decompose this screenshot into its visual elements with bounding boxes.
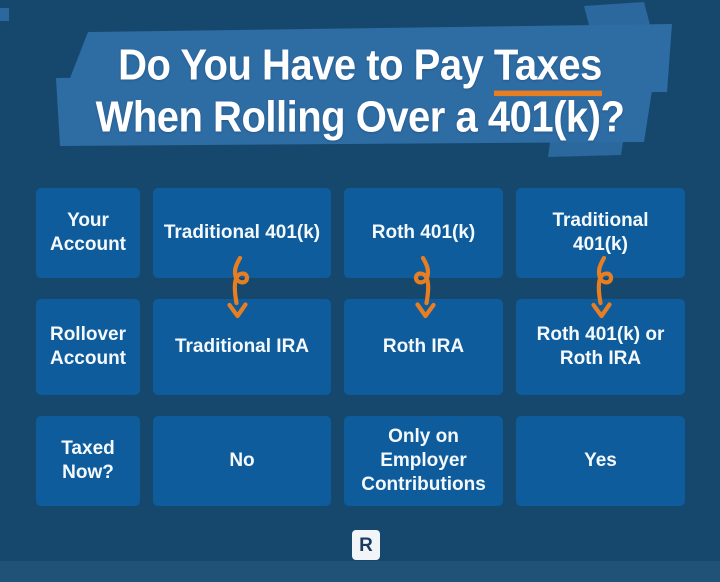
ramsey-logo-letter: R: [359, 534, 373, 556]
ramsey-logo: R: [352, 530, 380, 560]
brush-stroke: [56, 71, 655, 146]
cell-row2-col2: Traditional IRA: [153, 299, 331, 395]
title-line1-text: Do You Have to Pay: [118, 41, 494, 90]
title-line-2: When Rolling Over a 401(k)?: [95, 92, 625, 142]
bottom-light-strip: [0, 561, 720, 582]
paint-speck: [0, 8, 9, 21]
page-title: Do You Have to Pay Taxes When Rolling Ov…: [0, 40, 720, 143]
row-header-your-account: Your Account: [36, 188, 140, 278]
row-header-taxed-now: Taxed Now?: [36, 416, 140, 506]
curly-down-arrow-icon: [413, 256, 436, 319]
cell-row3-col4: Yes: [516, 416, 685, 506]
row-header-rollover-account: Rollover Account: [36, 299, 140, 395]
rollover-comparison-table: Your Account Traditional 401(k) Roth 401…: [36, 188, 685, 506]
curly-down-arrow-icon: [227, 256, 250, 319]
brush-highlight-background: [0, 2, 672, 157]
cell-row3-col2: No: [153, 416, 331, 506]
title-underlined-word: Taxes: [493, 41, 602, 97]
cell-row3-col3: Only on Employer Contributions: [344, 416, 503, 506]
cell-row1-col2: Traditional 401(k): [153, 188, 331, 278]
brush-stroke: [548, 124, 626, 157]
curly-down-arrow-icon: [591, 256, 614, 319]
title-line-1: Do You Have to Pay Taxes: [0, 40, 720, 97]
